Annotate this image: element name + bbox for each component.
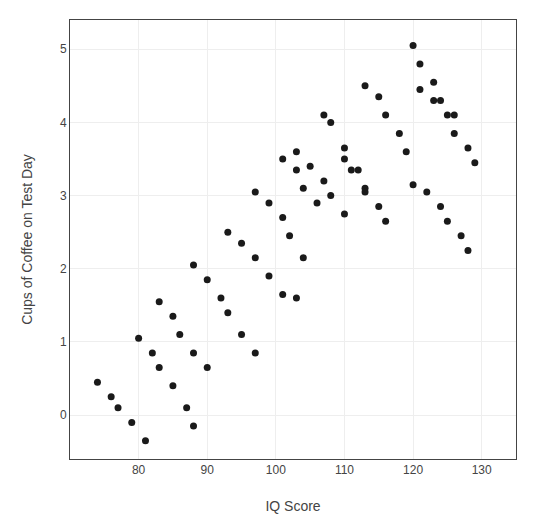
svg-text:130: 130 [472,463,492,477]
svg-text:3: 3 [60,189,67,203]
svg-text:120: 120 [403,463,423,477]
svg-text:90: 90 [201,463,215,477]
svg-text:1: 1 [60,335,67,349]
svg-text:Cups of Coffee on Test Day: Cups of Coffee on Test Day [19,154,35,325]
svg-text:5: 5 [60,42,67,56]
svg-text:0: 0 [60,408,67,422]
svg-text:4: 4 [60,116,67,130]
svg-text:80: 80 [132,463,146,477]
svg-text:IQ Score: IQ Score [265,498,320,514]
svg-text:100: 100 [266,463,286,477]
svg-text:2: 2 [60,262,67,276]
svg-text:110: 110 [335,463,354,477]
